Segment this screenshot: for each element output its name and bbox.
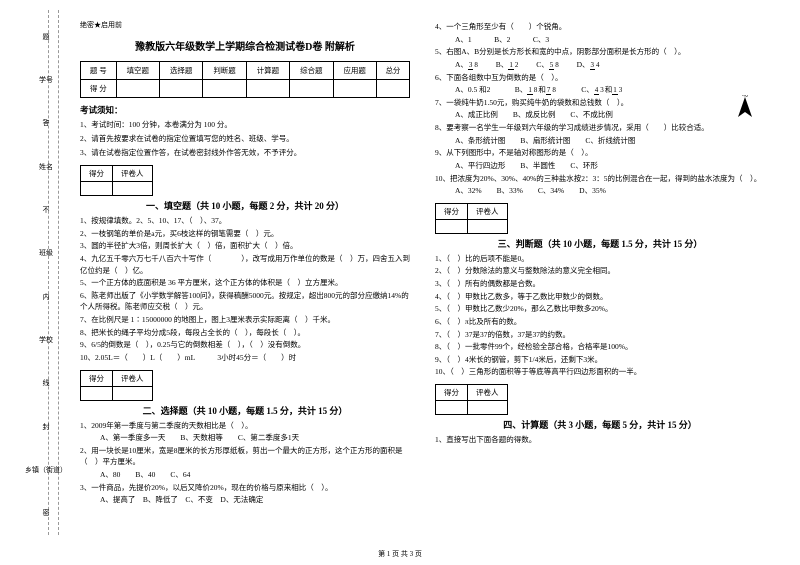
- sidebar-xuexiao: 学校: [39, 335, 53, 345]
- section1-title: 一、填空题（共 10 小题，每题 2 分，共计 20 分）: [80, 199, 410, 212]
- score-h2: 选择题: [160, 62, 203, 80]
- s3q1: 1、（ ）比的后项不能是0。: [435, 253, 765, 265]
- score-h6: 应用题: [333, 62, 376, 80]
- s1q5: 5、一个正方体的底面积是 36 平方厘米，这个正方体的体积是（ ）立方厘米。: [80, 277, 410, 289]
- s2q10: 10、把浓度为20%、30%、40%的三种盐水按2：3：5的比例混合在一起，得到…: [435, 173, 765, 185]
- s2q1-opts: A、第一季度多一天 B、天数相等 C、第二季度多1天: [80, 432, 410, 444]
- s1q8: 8、把米长的绳子平均分成5段，每段占全长的（ ），每段长（ ）。: [80, 327, 410, 339]
- section2-title: 二、选择题（共 10 小题，每题 1.5 分，共计 15 分）: [80, 404, 410, 417]
- notice-1: 1、考试时间：100 分钟，本卷满分为 100 分。: [80, 119, 410, 131]
- s2q7: 7、一袋纯牛奶1.50元，购买纯牛奶的袋数和总钱数（ ）。: [435, 97, 765, 109]
- score-h7: 总分: [376, 62, 409, 80]
- notice-title: 考试须知：: [80, 104, 410, 116]
- sidebar-mi: 密: [43, 508, 50, 518]
- s2q2-opts: A、80 B、40 C、64: [80, 469, 410, 481]
- sidebar-xingming: 姓名: [39, 162, 53, 172]
- s3q9: 9、（ ）4米长的钢管，剪下1/4米后，还剩下3米。: [435, 354, 765, 366]
- s2q3-opts: A、提高了 B、降低了 C、不变 D、无法确定: [80, 494, 410, 506]
- notice-2: 2、请首先按要求在试卷的指定位置填写您的姓名、班级、学号。: [80, 133, 410, 145]
- s2q4-opts: A、1 B、2 C、3: [435, 34, 765, 46]
- notice-3: 3、请在试卷指定位置作答，在试卷密封线外作答无效，不予评分。: [80, 147, 410, 159]
- sidebar-nei: 内: [43, 292, 50, 302]
- s2q2: 2、用一块长是10厘米，宽是8厘米的长方形厚纸板，剪出一个最大的正方形，这个正方…: [80, 445, 410, 468]
- score-table: 题 号 填空题 选择题 判断题 计算题 综合题 应用题 总分 得 分: [80, 61, 410, 98]
- section3-title: 三、判断题（共 10 小题，每题 1.5 分，共计 15 分）: [435, 237, 765, 250]
- s2q5-opts: A、38 B、12 C、58 D、34: [435, 59, 765, 71]
- s3q3: 3、（ ）所有的偶数都是合数。: [435, 278, 765, 290]
- s2q6-opts: A、0.5 和2 B、18和78 C、43和13: [435, 84, 765, 96]
- compass-icon: 北: [730, 95, 760, 125]
- svg-text:北: 北: [742, 95, 748, 98]
- score-v0: 得 分: [81, 80, 117, 98]
- s2q9: 9、从下列图形中，不是轴对称图形的是（ ）。: [435, 147, 765, 159]
- s2q8-opts: A、条形统计图 B、扇形统计图 C、折线统计图: [435, 135, 765, 147]
- page-footer: 第 1 页 共 3 页: [0, 549, 800, 559]
- s3q2: 2、（ ）分数除法的意义与整数除法的意义完全相同。: [435, 265, 765, 277]
- score-h4: 计算题: [246, 62, 289, 80]
- s1q9: 9、6/5的倒数是（ ），0.25与它的倒数相差（ ），（ ）没有倒数。: [80, 339, 410, 351]
- s2q8: 8、要考察一名学生一年级到六年级的学习成绩进步情况，采用（ ）比较合适。: [435, 122, 765, 134]
- s3q7: 7、（ ）37是37的倍数，37是37的约数。: [435, 329, 765, 341]
- score-h0: 题 号: [81, 62, 117, 80]
- sidebar-da: 答: [43, 118, 50, 128]
- header-confidential: 绝密★启用前: [80, 20, 410, 30]
- scorer-table-1: 得分评卷人: [80, 165, 153, 196]
- score-h5: 综合题: [290, 62, 333, 80]
- sidebar-ti: 题: [43, 32, 50, 42]
- exam-title: 豫教版六年级数学上学期综合检测试卷D卷 附解析: [80, 38, 410, 53]
- score-h1: 填空题: [116, 62, 159, 80]
- s3q4: 4、（ ）甲数比乙数多，等于乙数比甲数少的倒数。: [435, 291, 765, 303]
- sidebar-feng: 封: [43, 422, 50, 432]
- s1q3: 3、圆的半径扩大3倍，则周长扩大（ ）倍，面积扩大（ ）倍。: [80, 240, 410, 252]
- s2q4: 4、一个三角形至少有（ ）个锐角。: [435, 21, 765, 33]
- s1q10: 10、2.05L＝（ ）L（ ）mL 3小时45分＝（ ）时: [80, 352, 410, 364]
- sidebar-xiangzhen: 乡镇（街道）: [25, 465, 67, 475]
- scorer-table-2: 得分评卷人: [80, 370, 153, 401]
- s1q6: 6、陈老师出版了《小学数学解答100问》，获得稿酬5000元。按规定，超出800…: [80, 290, 410, 313]
- section4-title: 四、计算题（共 3 小题，每题 5 分，共计 15 分）: [435, 418, 765, 431]
- score-h3: 判断题: [203, 62, 246, 80]
- sidebar-xuehao: 学号: [39, 75, 53, 85]
- s2q10-opts: A、32% B、33% C、34% D、35%: [435, 185, 765, 197]
- s3q6: 6、（ ）π比及所有的数。: [435, 316, 765, 328]
- s1q2: 2、一枝钢笔的单价是a元，买6枝这样的钢笔需要（ ）元。: [80, 228, 410, 240]
- s1q7: 7、在比例尺是 1∶15000000 的地图上，图上3厘米表示实际距离（ ）千米…: [80, 314, 410, 326]
- s2q6: 6、下面各组数中互为倒数的是（ ）。: [435, 72, 765, 84]
- s3q10: 10、（ ）三角形的面积等于等底等高平行四边形面积的一半。: [435, 366, 765, 378]
- scorer-table-3: 得分评卷人: [435, 203, 508, 234]
- s4q1: 1、直接写出下面各题的得数。: [435, 434, 765, 446]
- s2q7-opts: A、成正比例 B、成反比例 C、不成比例: [435, 109, 765, 121]
- s1q4: 4、九亿五千零六万七千八百六十写作（ ），改写成用万作单位的数是（ ）万，四舍五…: [80, 253, 410, 276]
- sidebar-banji: 班级: [39, 248, 53, 258]
- s2q1: 1、2009年第一季度与第二季度的天数相比是（ ）。: [80, 420, 410, 432]
- s3q5: 5、（ ）甲数比乙数少20%，那么乙数比甲数多20%。: [435, 303, 765, 315]
- s2q3: 3、一件商品，先提价20%，以后又降价20%，现在的价格与原来相比（ ）。: [80, 482, 410, 494]
- s2q5: 5、右图A、B分别是长方形长和宽的中点，阴影部分面积是长方形的（ ）。: [435, 46, 765, 58]
- s3q8: 8、（ ）一批零件99个，经检验全部合格，合格率是100%。: [435, 341, 765, 353]
- scorer-table-4: 得分评卷人: [435, 384, 508, 415]
- s1q1: 1、按规律填数。2、5、10、17、（ ）、37。: [80, 215, 410, 227]
- sidebar-xian: 线: [43, 378, 50, 388]
- sidebar-bu: 不: [43, 205, 50, 215]
- s2q9-opts: A、平行四边形 B、半圆性 C、环形: [435, 160, 765, 172]
